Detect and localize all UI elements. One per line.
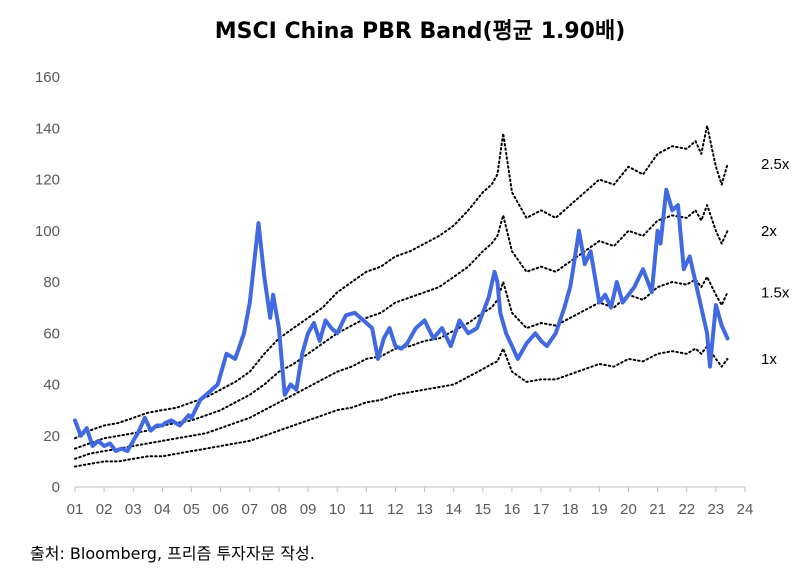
y-tick-label: 100 [35, 223, 60, 240]
band-line-2x [74, 204, 729, 450]
x-tick-label: 07 [241, 501, 258, 518]
x-tick-label: 11 [359, 501, 375, 518]
band-label-1-5x: 1.5x [761, 284, 790, 301]
chart-title: MSCI China PBR Band(평균 1.90배) [215, 19, 626, 44]
x-tick-label: 08 [271, 501, 288, 518]
source-note: 출처: Bloomberg, 프리즘 투자자문 작성. [30, 544, 315, 563]
x-tick-label: 19 [591, 501, 608, 518]
x-tick-label: 16 [504, 501, 521, 518]
band-label-1x: 1x [761, 351, 777, 368]
x-tick-label: 03 [125, 501, 142, 518]
x-tick-label: 23 [708, 501, 725, 518]
y-tick-label: 60 [43, 325, 60, 342]
band-line-1-5x [74, 275, 729, 460]
band-label-2-5x: 2.5x [761, 156, 790, 173]
x-axis: 01 02 03 04 05 06 07 08 09 10 11 12 13 14 15 16 17 18 19 20… [67, 486, 754, 518]
x-tick-label: 22 [678, 501, 695, 518]
x-tick-label: 20 [620, 501, 637, 518]
y-tick-label: 140 [35, 120, 60, 137]
x-tick-label: 02 [96, 501, 113, 518]
series-layer [73, 124, 730, 468]
x-tick-label: 14 [445, 501, 462, 518]
y-tick-label: 160 [35, 69, 60, 86]
x-tick-label: 10 [329, 501, 346, 518]
y-axis: 0 20 40 60 80 100 120 140 160 [35, 69, 60, 496]
band-label-2x: 2x [761, 223, 777, 240]
x-tick-label: 15 [474, 501, 491, 518]
band-labels: 2.5x 2x 1.5x 1x [761, 156, 790, 368]
x-tick-label: 01 [67, 501, 84, 518]
x-tick-label: 18 [562, 501, 579, 518]
x-tick-label: 05 [183, 501, 200, 518]
x-tick-label: 17 [533, 501, 550, 518]
x-tick-label: 04 [154, 501, 171, 518]
y-tick-label: 120 [35, 172, 60, 189]
x-tick-label: 24 [737, 501, 754, 518]
y-tick-label: 0 [52, 479, 60, 496]
y-tick-label: 80 [43, 274, 60, 291]
x-tick-label: 06 [212, 501, 229, 518]
y-tick-label: 40 [43, 377, 60, 394]
main-series-line [73, 187, 730, 454]
x-tick-label: 13 [416, 501, 433, 518]
x-tick-label: 12 [387, 501, 404, 518]
y-tick-label: 20 [43, 428, 60, 445]
band-line-1x [74, 345, 729, 468]
band-line-2-5x [74, 124, 729, 440]
x-tick-label: 21 [649, 501, 666, 518]
x-tick-label: 09 [300, 501, 317, 518]
